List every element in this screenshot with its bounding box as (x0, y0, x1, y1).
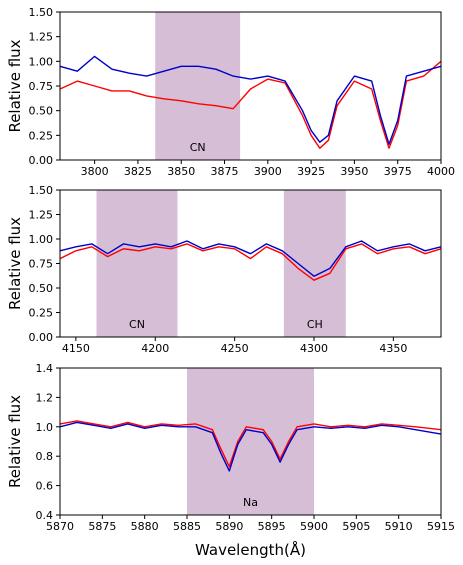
y-tick-label: 1.00 (29, 55, 54, 68)
y-tick-label: 1.2 (36, 391, 54, 404)
x-tick-label: 5915 (427, 520, 455, 533)
x-axis-label: Wavelength(Å) (195, 540, 306, 559)
x-tick-label: 3825 (124, 165, 152, 178)
red-series-line (59, 60, 442, 149)
y-tick-label: 1.50 (29, 6, 54, 19)
x-tick-label: 3950 (340, 165, 368, 178)
x-tick-label: 3900 (254, 165, 282, 178)
y-tick-label: 0.75 (29, 258, 54, 271)
x-tick-label: 3850 (167, 165, 195, 178)
y-axis-label: Relative flux (6, 39, 24, 132)
panel-1: CN 3800 3825 3850 3875 3900 3925 3950 3975 4000 0.… (6, 6, 455, 178)
x-tick-label: 4000 (427, 165, 455, 178)
y-axis-label: Relative flux (6, 217, 24, 310)
y-tick-label: 0.00 (29, 331, 54, 344)
y-tick-label: 0.50 (29, 282, 54, 295)
blue-series-line (59, 240, 442, 277)
band-label-ch: CH (307, 318, 323, 331)
y-tick-label: 0.25 (29, 307, 54, 320)
y-tick-label: 1.00 (29, 233, 54, 246)
y-tick-label: 0.4 (36, 509, 54, 522)
y-axis-label: Relative flux (6, 395, 24, 488)
y-tick-label: 0.00 (29, 154, 54, 167)
y-tick-label: 0.6 (36, 480, 54, 493)
y-tick-label: 1.50 (29, 184, 54, 197)
x-tick-label: 5875 (88, 520, 116, 533)
x-tick-label: 5890 (215, 520, 243, 533)
band-cn (155, 12, 241, 160)
y-tick-label: 1.25 (29, 209, 54, 222)
band-na (187, 368, 314, 515)
plot-frame (59, 367, 442, 516)
blue-series-line (59, 55, 442, 145)
band-label-cn: CN (190, 141, 206, 154)
x-tick-label: 3800 (81, 165, 109, 178)
blue-series-line (59, 421, 442, 472)
x-tick-label: 5910 (385, 520, 413, 533)
y-tick-label: 1.0 (36, 421, 54, 434)
x-tick-label: 5905 (342, 520, 370, 533)
y-tick-label: 0.75 (29, 80, 54, 93)
x-tick-label: 5900 (300, 520, 328, 533)
red-series-line (59, 243, 442, 281)
x-tick-label: 5895 (258, 520, 286, 533)
x-tick-label: 4200 (141, 342, 169, 355)
y-tick-label: 1.4 (36, 362, 54, 375)
x-tick-label: 5870 (46, 520, 74, 533)
y-tick-label: 0.50 (29, 105, 54, 118)
band-label-cn: CN (129, 318, 145, 331)
x-tick-label: 5885 (173, 520, 201, 533)
panel-3: Na 5870 5875 5880 5885 5890 5895 5900 5905 5910 59… (6, 362, 455, 559)
y-tick-label: 0.25 (29, 129, 54, 142)
band-label-na: Na (243, 496, 258, 509)
x-tick-label: 3875 (211, 165, 239, 178)
x-tick-label: 5880 (131, 520, 159, 533)
x-tick-label: 3925 (297, 165, 325, 178)
x-tick-label: 4150 (62, 342, 90, 355)
plot-frame (59, 11, 442, 161)
y-tick-label: 0.8 (36, 450, 54, 463)
y-tick-label: 1.25 (29, 31, 54, 44)
panel-2: CN CH 4150 4200 4250 4300 4350 0.00 0.25 0.50 0.75… (6, 184, 442, 355)
x-tick-label: 4250 (221, 342, 249, 355)
x-tick-label: 4300 (300, 342, 328, 355)
band-cn (96, 190, 178, 337)
red-series-line (59, 420, 442, 468)
x-tick-label: 3975 (384, 165, 412, 178)
x-tick-label: 4350 (379, 342, 407, 355)
